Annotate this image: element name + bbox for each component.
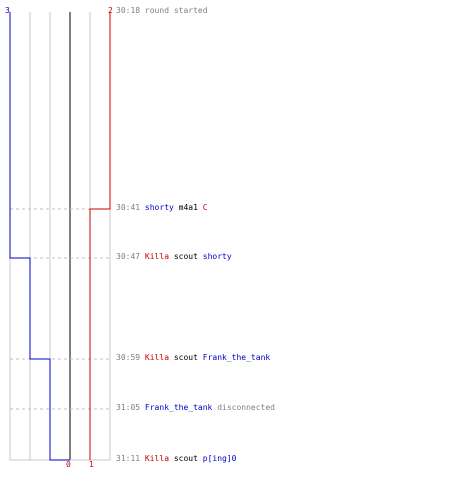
event-time: 30:18 [116,6,141,15]
event-row: 31:11 Killa scout p[ing]0 [116,454,236,464]
blue-team-count-label: 3 [5,6,10,15]
event-part: Killa [144,252,170,261]
event-row: 30:47 Killa scout shorty [116,252,232,262]
event-part: m4a1 [178,203,198,212]
event-part: Killa [144,454,170,463]
event-part: round started [144,6,208,15]
event-time: 31:11 [116,454,141,463]
event-part: p[ing]0 [202,454,237,463]
event-part: scout [173,353,198,362]
event-time: 30:59 [116,353,141,362]
event-row: 30:59 Killa scout Frank_the_tank [116,353,270,363]
event-part: shorty [144,203,174,212]
event-part: Frank_the_tank [202,353,271,362]
event-part: C [202,203,208,212]
x-tick-1: 1 [89,460,94,469]
event-row: 30:41 shorty m4a1 C [116,203,208,213]
blue-team-step-line [9,12,70,461]
event-part: scout [173,454,198,463]
event-time: 30:41 [116,203,141,212]
event-time: 31:05 [116,403,141,412]
x-tick-0: 0 [66,460,71,469]
event-part: disconnected [217,403,275,412]
event-row: 30:18 round started [116,6,208,16]
red-team-step-line [89,12,111,460]
event-part: scout [173,252,198,261]
event-part: shorty [202,252,232,261]
red-team-count-label: 2 [108,6,113,15]
event-part: Frank_the_tank [144,403,213,412]
event-part: Killa [144,353,170,362]
event-time: 30:47 [116,252,141,261]
event-row: 31:05 Frank_the_tank disconnected [116,403,275,413]
